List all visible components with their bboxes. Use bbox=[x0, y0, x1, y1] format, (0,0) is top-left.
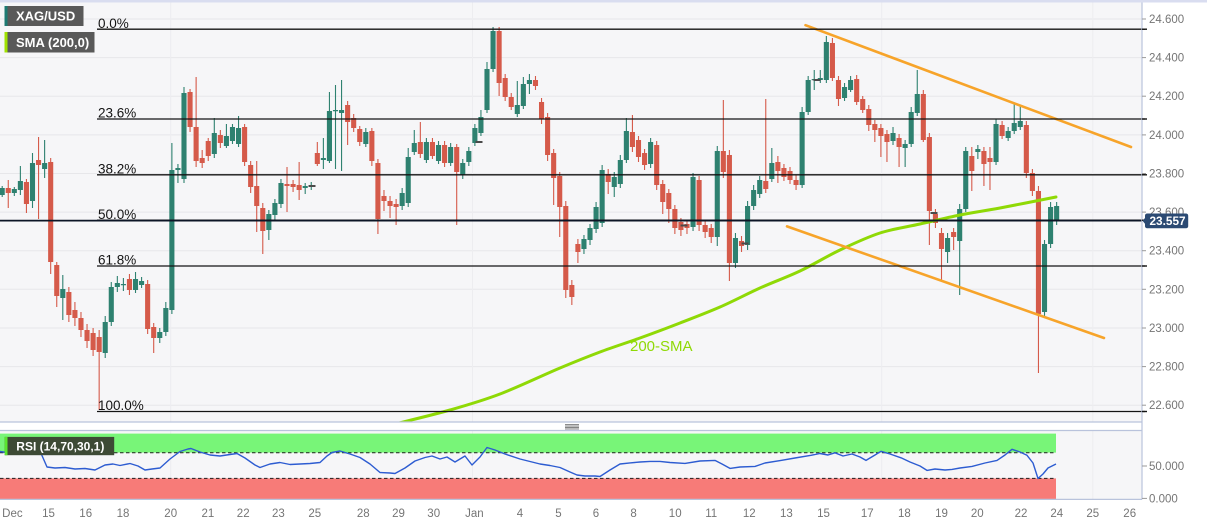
svg-text:Dec: Dec bbox=[2, 508, 23, 520]
svg-text:22.800: 22.800 bbox=[1149, 362, 1184, 374]
svg-text:10: 10 bbox=[669, 508, 682, 520]
svg-text:23.557: 23.557 bbox=[1150, 214, 1187, 228]
svg-text:SMA (200,0): SMA (200,0) bbox=[16, 35, 89, 50]
svg-text:15: 15 bbox=[42, 508, 55, 520]
svg-text:24.000: 24.000 bbox=[1149, 130, 1184, 142]
svg-text:20: 20 bbox=[164, 508, 177, 520]
svg-text:XAG/USD: XAG/USD bbox=[16, 9, 75, 24]
svg-text:24.400: 24.400 bbox=[1149, 53, 1184, 65]
svg-text:0.0%: 0.0% bbox=[98, 16, 129, 31]
svg-text:24.600: 24.600 bbox=[1149, 14, 1184, 26]
svg-text:19: 19 bbox=[935, 508, 948, 520]
svg-text:18: 18 bbox=[117, 508, 130, 520]
svg-text:28: 28 bbox=[357, 508, 370, 520]
svg-text:26: 26 bbox=[1123, 508, 1136, 520]
svg-text:17: 17 bbox=[861, 508, 874, 520]
svg-text:23.200: 23.200 bbox=[1149, 284, 1184, 296]
svg-text:24: 24 bbox=[1050, 508, 1063, 520]
svg-text:50.0%: 50.0% bbox=[98, 207, 136, 222]
svg-text:22: 22 bbox=[1015, 508, 1028, 520]
svg-text:23: 23 bbox=[272, 508, 285, 520]
svg-text:29: 29 bbox=[392, 508, 405, 520]
svg-text:11: 11 bbox=[705, 508, 717, 520]
svg-text:23.6%: 23.6% bbox=[98, 106, 136, 121]
svg-text:16: 16 bbox=[79, 508, 92, 520]
svg-text:200-SMA: 200-SMA bbox=[630, 338, 693, 355]
svg-text:21: 21 bbox=[202, 508, 215, 520]
svg-text:6: 6 bbox=[593, 508, 599, 520]
svg-text:50.000: 50.000 bbox=[1149, 461, 1184, 473]
svg-text:25: 25 bbox=[1086, 508, 1099, 520]
svg-text:23.000: 23.000 bbox=[1149, 323, 1184, 335]
svg-text:18: 18 bbox=[898, 508, 911, 520]
svg-text:23.400: 23.400 bbox=[1149, 246, 1184, 258]
svg-text:0.000: 0.000 bbox=[1149, 493, 1178, 505]
svg-text:24.200: 24.200 bbox=[1149, 91, 1184, 103]
svg-text:61.8%: 61.8% bbox=[98, 253, 136, 268]
svg-text:15: 15 bbox=[817, 508, 830, 520]
svg-text:23.800: 23.800 bbox=[1149, 169, 1184, 181]
svg-text:8: 8 bbox=[630, 508, 636, 520]
svg-text:5: 5 bbox=[555, 508, 561, 520]
svg-text:22.600: 22.600 bbox=[1149, 400, 1184, 412]
svg-text:100.0%: 100.0% bbox=[98, 398, 144, 413]
svg-text:20: 20 bbox=[971, 508, 984, 520]
svg-text:4: 4 bbox=[517, 508, 524, 520]
svg-text:12: 12 bbox=[743, 508, 756, 520]
svg-text:25: 25 bbox=[308, 508, 321, 520]
svg-text:RSI (14,70,30,1): RSI (14,70,30,1) bbox=[16, 440, 104, 454]
svg-text:Jan: Jan bbox=[465, 508, 484, 520]
svg-text:30: 30 bbox=[427, 508, 440, 520]
svg-text:13: 13 bbox=[780, 508, 793, 520]
svg-text:38.2%: 38.2% bbox=[98, 161, 136, 176]
svg-text:22: 22 bbox=[237, 508, 250, 520]
